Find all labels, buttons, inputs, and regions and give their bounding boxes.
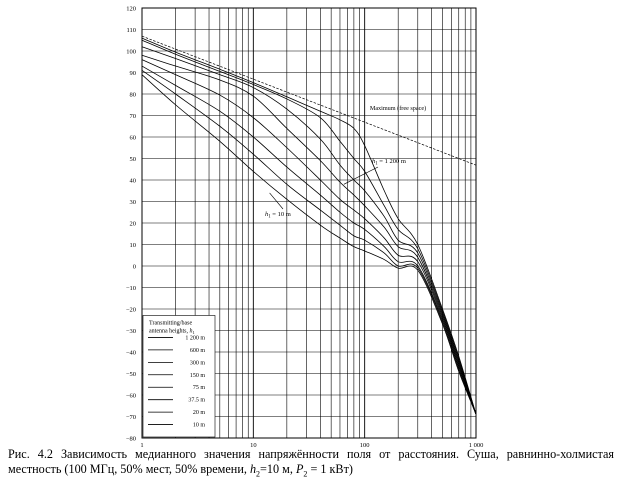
y-tick-label: 10 — [130, 242, 137, 249]
caption-eq-p: = 1 кВт) — [307, 462, 353, 476]
y-tick-label: 80 — [130, 92, 137, 99]
legend-entry: 10 m — [193, 423, 206, 429]
legend-box — [142, 315, 216, 438]
legend-title: Transmitting/base — [149, 320, 192, 326]
y-tick-label: 50 — [130, 156, 137, 163]
curve-group — [141, 35, 477, 415]
y-tick-label: 90 — [130, 70, 137, 77]
legend-entry: 75 m — [193, 385, 206, 391]
legend-entry: 1 200 m — [185, 335, 205, 341]
y-tick-label: −30 — [126, 328, 136, 335]
legend-entry: 37.5 m — [188, 398, 205, 404]
y-tick-label: −70 — [126, 414, 136, 421]
y-tick-label: 120 — [126, 6, 136, 13]
field-strength-chart: −80 −70 −60 −50 −40 −30 −20 −10 0 10 20 30 40 50 60 70 8… — [125, 5, 484, 450]
figure-caption: Рис. 4.2 Зависимость медианного значения… — [8, 447, 614, 479]
x-tick-label: 1 — [140, 442, 143, 449]
legend-entry: 300 m — [190, 360, 206, 366]
y-tick-label: 40 — [130, 178, 137, 185]
series-line — [141, 74, 477, 415]
x-tick-label: 10 — [250, 442, 257, 449]
y-tick-label: −50 — [126, 371, 136, 378]
caption-var-p: P — [295, 462, 304, 476]
annotation-leader — [343, 166, 379, 185]
series-line — [141, 54, 477, 415]
y-tick-label: −80 — [126, 436, 136, 443]
x-tick-label: 1 000 — [469, 442, 484, 449]
caption-var-h: h — [249, 462, 257, 476]
chart-annotations: Maximum (free space) h1 = 1 200 m h1 = 10 … — [265, 105, 426, 219]
x-tick-label: 100 — [360, 442, 370, 449]
y-tick-label: 70 — [130, 113, 137, 120]
series-line — [141, 37, 477, 415]
caption-text: Рис. 4.2 Зависимость медианного значения… — [8, 447, 614, 476]
legend-entry: 150 m — [190, 373, 206, 379]
y-tick-label: 20 — [130, 221, 137, 228]
plot-frame — [141, 7, 477, 439]
y-tick-label: 0 — [133, 264, 136, 271]
series-line — [141, 59, 477, 415]
series-line — [141, 46, 477, 415]
legend-title: antenna heights, h1 — [149, 328, 195, 335]
y-tick-label: −10 — [126, 285, 136, 292]
series-line — [141, 39, 477, 415]
chart-axes: −80 −70 −60 −50 −40 −30 −20 −10 0 10 20 30 40 50 60 70 8… — [126, 6, 483, 450]
height-annotation: h1 = 10 m — [265, 211, 291, 220]
caption-eq-h: =10 м, — [260, 462, 296, 476]
caption-sub-2b: 2 — [303, 469, 308, 479]
y-tick-label: 60 — [130, 135, 137, 142]
series-line — [141, 70, 477, 415]
free-space-label: Maximum (free space) — [370, 105, 426, 112]
y-tick-label: 110 — [126, 27, 136, 34]
height-annotation: h1 = 1 200 m — [372, 158, 406, 167]
y-tick-label: −60 — [126, 393, 136, 400]
y-tick-label: 100 — [126, 49, 136, 56]
y-tick-label: −20 — [126, 307, 136, 314]
annotation-leader — [269, 192, 284, 210]
legend-entry: 20 m — [193, 410, 206, 416]
free-space-line — [141, 35, 477, 166]
caption-sub-2: 2 — [256, 469, 261, 479]
y-tick-label: 30 — [130, 199, 137, 206]
series-line — [141, 65, 477, 415]
chart-legend: Transmitting/base antenna heights, h11 20… — [142, 315, 216, 438]
legend-entry: 600 m — [190, 348, 206, 354]
y-tick-label: −40 — [126, 350, 136, 357]
